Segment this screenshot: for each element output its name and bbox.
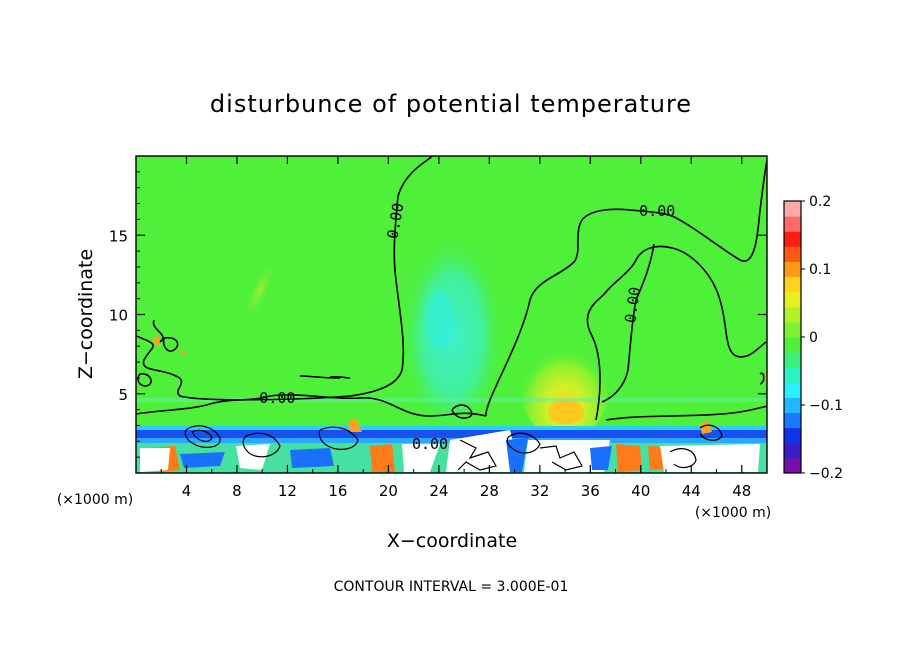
colorbar-swatch: [784, 321, 801, 338]
contour-label: 0.00: [412, 435, 448, 453]
x-tick-label: 16: [328, 482, 347, 500]
colorbar-swatch: [784, 261, 801, 278]
y-axis: 5 10 15: [109, 171, 767, 458]
colorbar-tick-label: −0.1: [809, 398, 843, 414]
colorbar-swatch: [784, 442, 801, 459]
contour-small-eddies: [137, 319, 765, 419]
x-tick-label: 12: [278, 482, 297, 500]
contour-label-group: 0.00 0.00 0.00 0.00 0.00: [259, 202, 675, 453]
colorbar-swatch: [784, 276, 801, 293]
colorbar-tick-label: 0: [809, 330, 818, 346]
colorbar-tick-label: 0.1: [809, 262, 831, 278]
colorbar: 0.2 0.1 0 −0.1 −0.2: [783, 194, 843, 482]
contour-label: 0.00: [259, 389, 295, 407]
x-tick-label: 40: [631, 482, 650, 500]
colorbar-swatch: [784, 367, 801, 383]
positive-anomaly-plume: [520, 330, 610, 440]
colorbar-swatch: [784, 216, 801, 232]
contour-interval-text: CONTOUR INTERVAL = 3.000E-01: [334, 579, 569, 595]
colorbar-swatch: [784, 412, 801, 429]
colorbar-swatch: [784, 306, 801, 323]
contour-zero-left: [136, 156, 433, 401]
x-axis-label: X−coordinate: [387, 530, 517, 552]
weak-positive-streak: [241, 255, 279, 325]
contour-zero-right-inner: [601, 243, 655, 403]
colorbar-tick-label: 0.2: [809, 194, 831, 210]
thin-band: [136, 398, 767, 402]
colorbar-swatch: [784, 291, 801, 308]
colorbar-swatch: [784, 246, 801, 262]
cold-layer: [136, 430, 767, 438]
contour-label: 0.00: [639, 202, 675, 220]
contour-surface-clusters: [184, 424, 723, 471]
colorbar-swatch: [784, 201, 801, 217]
colorbar-tick-label: −0.2: [809, 466, 843, 482]
contour-label: 0.00: [383, 202, 407, 241]
y-tick-label: 10: [109, 307, 128, 325]
x-tick-label: 8: [232, 482, 242, 500]
y-tick-label: 15: [109, 227, 128, 245]
colorbar-swatch: [784, 231, 801, 247]
y-tick-label: 5: [118, 386, 128, 404]
surface-turbulence-warm: [150, 444, 680, 472]
colorbar-swatch: [784, 457, 801, 474]
plot-area: [136, 156, 767, 473]
x-axis-unit-right: (×1000 m): [695, 505, 771, 521]
contour-zero-inner: [586, 245, 767, 421]
x-tick-label: 20: [379, 482, 398, 500]
contour-lines: [136, 156, 767, 471]
negative-anomaly-core: [426, 290, 454, 350]
colorbar-swatch: [784, 397, 801, 414]
colorbar-swatch: [784, 337, 801, 353]
x-tick-label: 24: [429, 482, 448, 500]
small-warm-patches: [152, 336, 767, 434]
x-axis: 4 8 12 16 20 24 28 32 36 40 44 48: [160, 156, 751, 500]
colorbar-swatch: [784, 382, 801, 398]
y-axis-label: Z−coordinate: [75, 249, 97, 379]
x-tick-label: 32: [530, 482, 549, 500]
contour-label: 0.00: [621, 286, 644, 324]
colorbar-swatch: [784, 427, 801, 444]
positive-anomaly-core: [548, 400, 584, 424]
colorbar-swatch: [784, 352, 801, 368]
cold-layer-top: [136, 426, 767, 430]
x-tick-label: 48: [732, 482, 751, 500]
x-axis-unit-left: (×1000 m): [57, 492, 133, 508]
x-tick-label: 44: [682, 482, 701, 500]
x-tick-label: 28: [480, 482, 499, 500]
contour-zero-lower: [136, 394, 767, 421]
chart-title: disturbunce of potential temperature: [210, 90, 692, 118]
x-tick-label: 4: [182, 482, 192, 500]
contour-zero-middle: [485, 159, 767, 417]
x-tick-label: 36: [581, 482, 600, 500]
